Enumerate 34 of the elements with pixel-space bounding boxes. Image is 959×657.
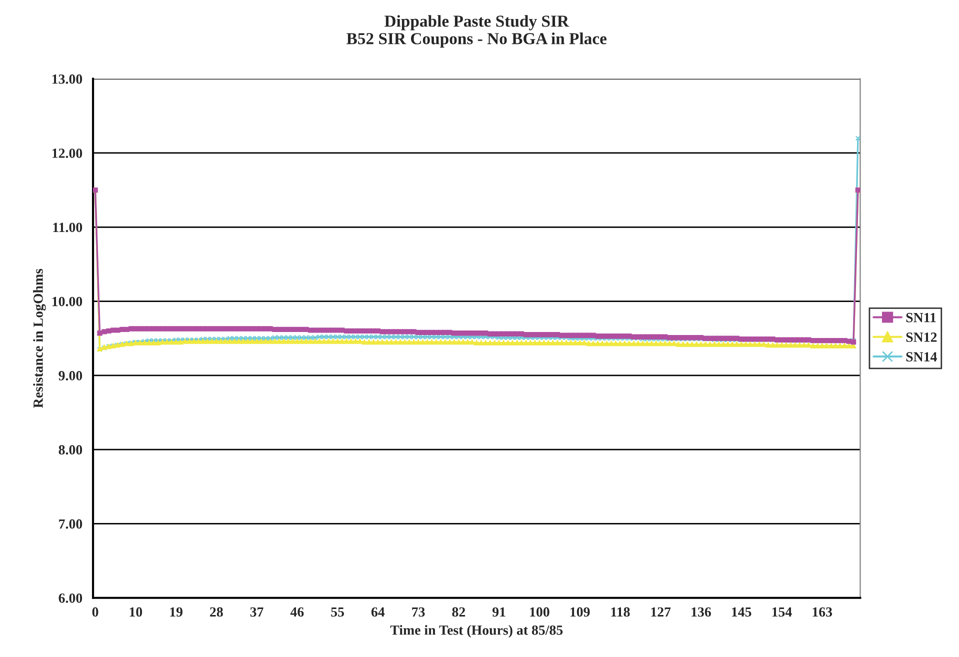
- x-tick-label: 82: [452, 607, 466, 617]
- y-tick-label: 7.00: [59, 519, 82, 529]
- x-tick-label: 37: [250, 607, 264, 617]
- legend-label: SN14: [906, 352, 937, 362]
- y-tick-label: 10.00: [52, 296, 82, 306]
- x-tick-label: 46: [290, 607, 304, 617]
- chart-subtitle: B52 SIR Coupons - No BGA in Place: [346, 32, 607, 48]
- legend-label: SN12: [906, 332, 937, 342]
- x-axis-title: Time in Test (Hours) at 85/85: [390, 625, 563, 638]
- y-tick-label: 9.00: [58, 371, 82, 380]
- x-tick-label: 136: [692, 607, 711, 617]
- legend-label: SN11: [906, 312, 936, 322]
- x-tick-label: 73: [412, 607, 425, 617]
- x-tick-label: 0: [92, 607, 98, 617]
- x-tick-label: 91: [492, 607, 506, 617]
- x-tick-label: 145: [732, 607, 752, 617]
- x-tick-label: 28: [210, 607, 223, 617]
- x-tick-label: 127: [651, 607, 671, 617]
- y-tick-label: 13.00: [52, 74, 82, 84]
- y-tick-label: 8.00: [58, 445, 82, 455]
- x-tick-label: 109: [570, 607, 590, 617]
- x-tick-label: 19: [170, 607, 182, 617]
- y-tick-label: 6.00: [58, 593, 82, 603]
- y-tick-label: 11.00: [53, 222, 82, 232]
- x-tick-label: 163: [812, 607, 832, 617]
- x-tick-label: 154: [772, 607, 792, 617]
- chart-title: Dippable Paste Study SIR: [384, 15, 570, 30]
- x-tick-label: 100: [530, 607, 550, 617]
- x-tick-label: 55: [331, 607, 344, 617]
- x-tick-label: 10: [130, 607, 142, 617]
- x-tick-label: 118: [611, 607, 630, 617]
- y-tick-label: 12.00: [52, 148, 82, 158]
- x-tick-label: 64: [371, 607, 385, 617]
- y-axis-title: Resistance in LogOhms: [33, 268, 46, 408]
